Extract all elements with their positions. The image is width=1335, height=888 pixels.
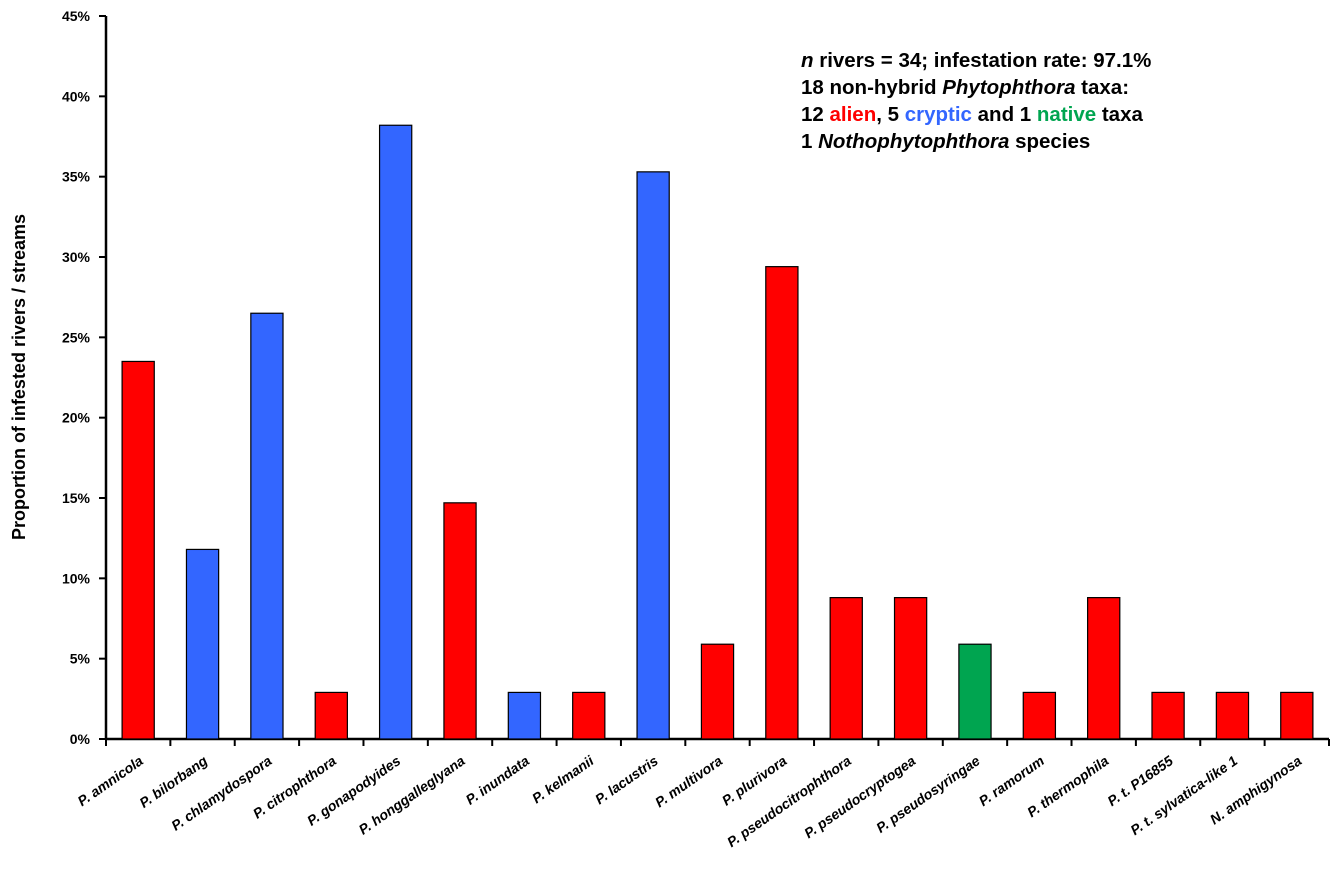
x-tick-label: P. kelmanii xyxy=(529,752,598,807)
x-tick-label: P. t. sylvatica-like 1 xyxy=(1127,752,1240,838)
annotation-line2-post: taxa: xyxy=(1075,76,1130,99)
x-tick-label: P. amnicola xyxy=(74,752,146,809)
y-tick-label: 10% xyxy=(62,570,91,586)
bar xyxy=(121,360,155,740)
bar xyxy=(1280,691,1314,740)
bar xyxy=(1151,691,1185,740)
bar xyxy=(636,171,670,740)
x-tick-label: P. pseudocitrophthora xyxy=(724,752,854,850)
y-axis-title: Proportion of infested rivers / streams xyxy=(9,214,29,540)
bar xyxy=(250,312,284,740)
x-ticks xyxy=(105,739,1330,746)
annotation-genus-phytophthora: Phytophthora xyxy=(942,76,1076,99)
annotation-sep1: , 5 xyxy=(876,103,905,126)
bar xyxy=(314,691,348,740)
y-tick-label: 15% xyxy=(62,490,91,506)
y-ticks: 0% 5% 10% 15% 20% 25% 30% 35% 40% 45% xyxy=(62,8,106,747)
y-tick-label: 35% xyxy=(62,169,91,185)
x-tick-label: P. pseudocryptogea xyxy=(801,752,918,841)
annotation-cryptic: cryptic xyxy=(904,103,972,126)
annotation-line3-post: taxa xyxy=(1096,103,1143,126)
annotation-line2-pre: 18 non-hybrid xyxy=(801,76,943,99)
annotation-line-2: 18 non-hybrid Phytophthora taxa: xyxy=(801,74,1151,101)
x-tick-label: P. honggalleglyana xyxy=(356,752,468,837)
bar xyxy=(185,548,220,740)
annotation-genus-nothophytophthora: Nothophytophthora xyxy=(818,130,1010,153)
x-tick-label: P. lacustris xyxy=(592,752,661,807)
annotation-line-1: n rivers = 34; infestation rate: 97.1% xyxy=(801,47,1151,74)
x-tick-label: P. multivora xyxy=(652,752,726,810)
y-tick-label: 5% xyxy=(70,651,91,667)
bar xyxy=(507,691,542,740)
bar xyxy=(1215,691,1250,740)
annotation-line4-post: species xyxy=(1009,130,1091,153)
bar xyxy=(378,124,413,740)
y-tick-label: 25% xyxy=(62,329,91,345)
y-tick-label: 30% xyxy=(62,249,91,265)
bar xyxy=(1087,597,1121,740)
annotation-line-4: 1 Nothophytophthora species xyxy=(801,128,1151,155)
annotation-rivers: rivers = 34; infestation rate: 97.1% xyxy=(813,49,1152,72)
annotation-sep2: and 1 xyxy=(971,103,1037,126)
annotation-line4-pre: 1 xyxy=(801,130,819,153)
annotation-line-3: 12 alien, 5 cryptic and 1 native taxa xyxy=(801,101,1151,128)
bar xyxy=(765,266,799,740)
bar xyxy=(1022,691,1057,740)
bars xyxy=(121,124,1314,740)
annotation-alien: alien xyxy=(829,103,877,126)
x-tick-label: P. inundata xyxy=(463,752,533,807)
annotation-n: n xyxy=(801,49,814,72)
bar xyxy=(700,643,735,740)
y-tick-label: 0% xyxy=(70,731,91,747)
bar xyxy=(893,597,928,740)
annotation-native: native xyxy=(1036,103,1097,126)
x-tick-label: P. pseudosyringae xyxy=(873,752,983,836)
bar xyxy=(572,691,606,740)
y-tick-label: 45% xyxy=(62,8,91,24)
y-tick-label: 40% xyxy=(62,88,91,104)
y-axis-title-group: Proportion of infested rivers / streams xyxy=(9,214,29,540)
chart-annotation: n rivers = 34; infestation rate: 97.1% 1… xyxy=(801,47,1151,155)
bar xyxy=(443,502,477,740)
bar xyxy=(829,597,863,740)
annotation-alien-count: 12 xyxy=(801,103,830,126)
y-tick-label: 20% xyxy=(62,410,91,426)
bar xyxy=(958,643,992,740)
